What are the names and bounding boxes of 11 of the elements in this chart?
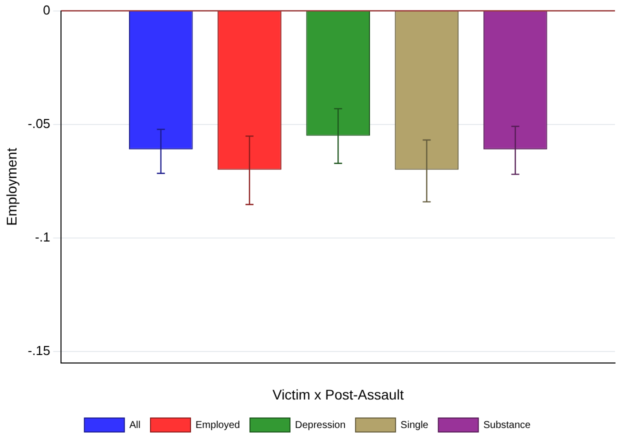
y-axis-title: Employment	[3, 148, 20, 226]
y-tick-label: -.05	[28, 116, 50, 131]
y-tick-label: -.1	[35, 229, 50, 244]
legend-label: Depression	[294, 420, 346, 431]
y-tick-label: 0	[42, 2, 50, 18]
legend-label: All	[129, 420, 141, 431]
legend-label: Employed	[196, 420, 240, 431]
legend-label: Substance	[483, 420, 532, 431]
x-axis-title: Victim x Post-Assault	[272, 386, 404, 402]
legend-label: Single	[400, 420, 429, 431]
y-tick-label: -.15	[28, 343, 50, 358]
